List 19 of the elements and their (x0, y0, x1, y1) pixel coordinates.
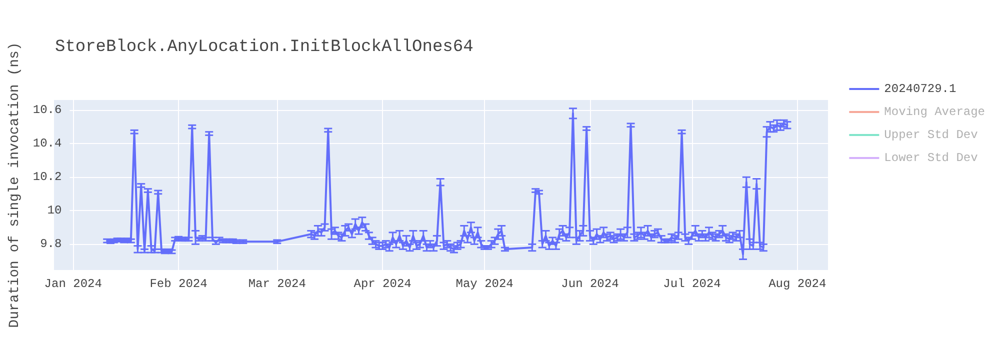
y-tick-label: 10.6 (32, 103, 62, 118)
x-tick-label: May 2024 (456, 277, 514, 291)
y-tick-label: 10.2 (32, 170, 62, 184)
x-tick-label: Jul 2024 (663, 277, 721, 291)
legend-label: Moving Average (884, 105, 986, 119)
legend-label: Lower Std Dev (884, 151, 978, 165)
y-tick-label: 10 (47, 204, 62, 218)
legend-label: 20240729.1 (884, 82, 956, 96)
y-tick-label: 10.4 (32, 136, 62, 151)
legend-label: Upper Std Dev (884, 128, 978, 142)
x-tick-label: Aug 2024 (768, 277, 826, 291)
chart-title: StoreBlock.AnyLocation.InitBlockAllOnes64 (55, 38, 474, 57)
x-tick-label: Mar 2024 (248, 277, 306, 291)
y-axis-title: Duration of single invocation (ns) (7, 42, 23, 328)
x-tick-label: Jun 2024 (561, 277, 619, 291)
x-tick-label: Jan 2024 (44, 277, 102, 291)
x-tick-label: Apr 2024 (354, 277, 412, 291)
x-tick-label: Feb 2024 (150, 277, 208, 291)
y-tick-label: 9.8 (40, 237, 62, 252)
